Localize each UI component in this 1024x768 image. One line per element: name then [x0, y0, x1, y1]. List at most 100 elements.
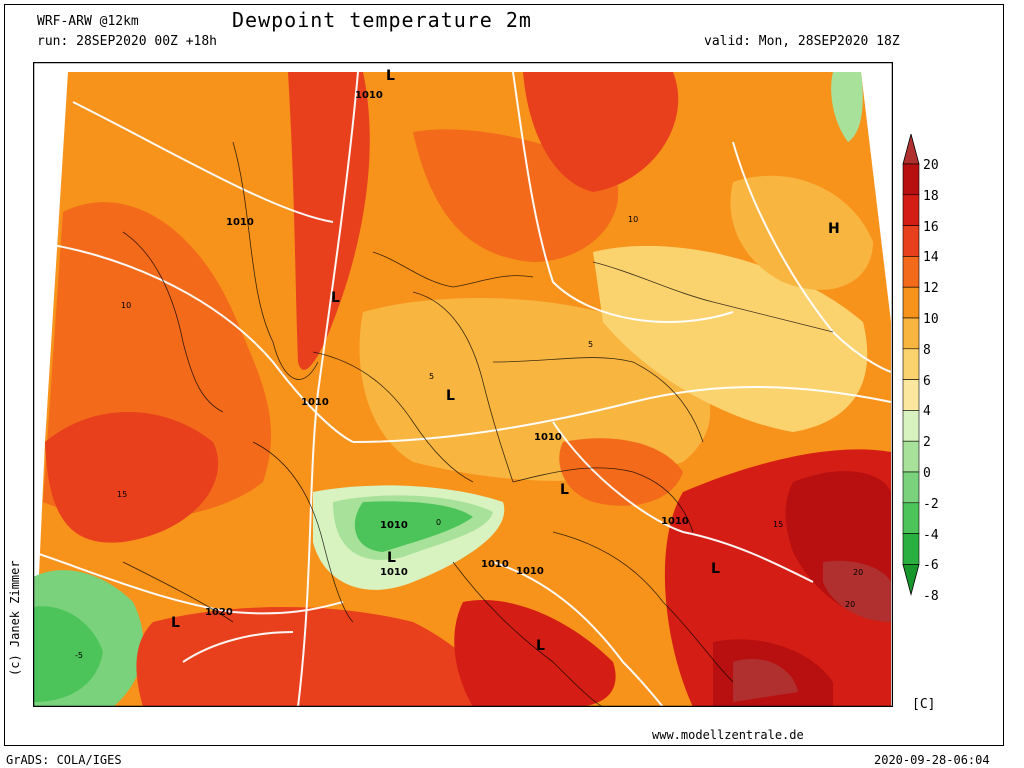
isobar-line [352, 386, 892, 443]
legend-swatch [902, 194, 920, 226]
contour-label: 15 [773, 520, 783, 529]
pressure-center-label: H [828, 221, 840, 237]
contour-label: 15 [117, 490, 127, 499]
contour-label: 0 [436, 518, 441, 527]
contour-label: 5 [588, 340, 593, 349]
legend-swatch [902, 502, 920, 534]
coastline [122, 231, 224, 413]
pressure-center-label: L [560, 482, 569, 498]
isobar-line [492, 561, 664, 707]
field-14-med [136, 607, 495, 707]
pressure-center-label: L [711, 561, 720, 577]
isobar-label: 1010 [355, 90, 383, 101]
coastline [372, 251, 534, 288]
border-line [252, 441, 354, 623]
copyright-label: (c) Janek Zimmer [8, 560, 22, 676]
legend-swatch [902, 471, 920, 504]
field-8-east [730, 175, 873, 290]
legend-swatch [902, 317, 920, 350]
legend-tick-label: 12 [923, 281, 939, 297]
contour-label: 5 [429, 372, 434, 381]
isobar-label: 1010 [661, 516, 689, 527]
chart-frame [4, 4, 1004, 746]
isobar-line [33, 551, 344, 615]
legend-tick-label: -4 [923, 527, 939, 543]
legend-swatch [902, 410, 920, 442]
isobar-line [512, 71, 734, 323]
pressure-center-label: L [331, 290, 340, 306]
coastline [452, 561, 604, 707]
legend-tick-label: 18 [923, 188, 939, 204]
isobar-label: 1010 [301, 397, 329, 408]
legend-tick-label: -6 [923, 558, 939, 574]
legend-tick-label: 16 [923, 219, 939, 235]
legend-unit: [C] [912, 697, 936, 712]
legend-swatch [902, 163, 920, 196]
isobar-label: 1010 [481, 559, 509, 570]
legend-tick-label: 6 [923, 373, 931, 389]
legend-tick-label: 2 [923, 435, 931, 451]
legend-swatch [902, 256, 920, 288]
isobar-label: 1010 [380, 520, 408, 531]
isobar-label: 1010 [380, 567, 408, 578]
timestamp-label: 2020-09-28-06:04 [874, 753, 990, 767]
website-label: www.modellzentrale.de [652, 728, 804, 742]
legend-tick-label: -2 [923, 496, 939, 512]
isobar-line [182, 631, 294, 663]
coastline [232, 141, 319, 380]
legend-tick-label: 8 [923, 342, 931, 358]
pressure-center-label: L [446, 388, 455, 404]
field-14-west [45, 412, 219, 543]
contour-label: 20 [853, 568, 863, 577]
field-20-aegean [733, 658, 798, 702]
legend-tick-label: 4 [923, 404, 931, 420]
run-info: run: 28SEP2020 00Z +18h [37, 34, 218, 49]
legend-swatch [902, 286, 920, 319]
field-2-northeast [831, 72, 863, 142]
border-line [592, 261, 834, 333]
legend-tick-label: 0 [923, 466, 931, 481]
legend-tick-label: 20 [923, 158, 939, 173]
border-line [552, 531, 734, 683]
isobar-label: 1020 [205, 607, 233, 618]
pressure-center-label: L [536, 638, 545, 654]
isobar-line [297, 71, 359, 707]
isobar-label: 1010 [516, 566, 544, 577]
pressure-center-label: L [386, 68, 395, 84]
legend-swatch [902, 533, 920, 565]
dewpoint-map: L L L L L L L L H L 1010 1010 1010 1010 … [33, 62, 893, 707]
legend-swatch [902, 440, 920, 473]
software-label: GrADS: COLA/IGES [6, 753, 122, 767]
model-label: WRF-ARW @12km [37, 14, 139, 29]
field-14-north [523, 72, 679, 192]
legend-swatch [902, 225, 920, 257]
border-line [512, 467, 694, 533]
field-6-east [593, 245, 868, 432]
contour-label: 10 [628, 215, 638, 224]
isobar-line [33, 241, 354, 443]
border-line [492, 357, 704, 443]
legend-tick-label: -8 [923, 589, 939, 605]
field-12-hungary [559, 438, 683, 506]
contour-label: 10 [121, 301, 131, 310]
isobar-line [72, 101, 334, 223]
isobar-label: 1010 [534, 432, 562, 443]
legend-swatch [902, 379, 920, 411]
legend-swatch [902, 348, 920, 380]
border-line [412, 291, 514, 483]
legend-arrow-bottom [902, 563, 920, 596]
isobar-label: 1010 [226, 217, 254, 228]
valid-time: valid: Mon, 28SEP2020 18Z [704, 34, 900, 49]
field-8-central [359, 298, 711, 481]
field-16-italy [454, 600, 616, 707]
legend-tick-label: 10 [923, 312, 939, 327]
contour-label: -5 [75, 651, 83, 660]
pressure-center-label: L [171, 615, 180, 631]
chart-title: Dewpoint temperature 2m [232, 8, 532, 32]
field-minus4-iberia [33, 606, 103, 702]
field-minus4-alps [354, 501, 473, 552]
field-20-blacksea [823, 560, 891, 622]
pressure-center-label: L [387, 550, 396, 566]
legend-arrow-top [902, 134, 920, 165]
isobar-line [732, 141, 892, 373]
